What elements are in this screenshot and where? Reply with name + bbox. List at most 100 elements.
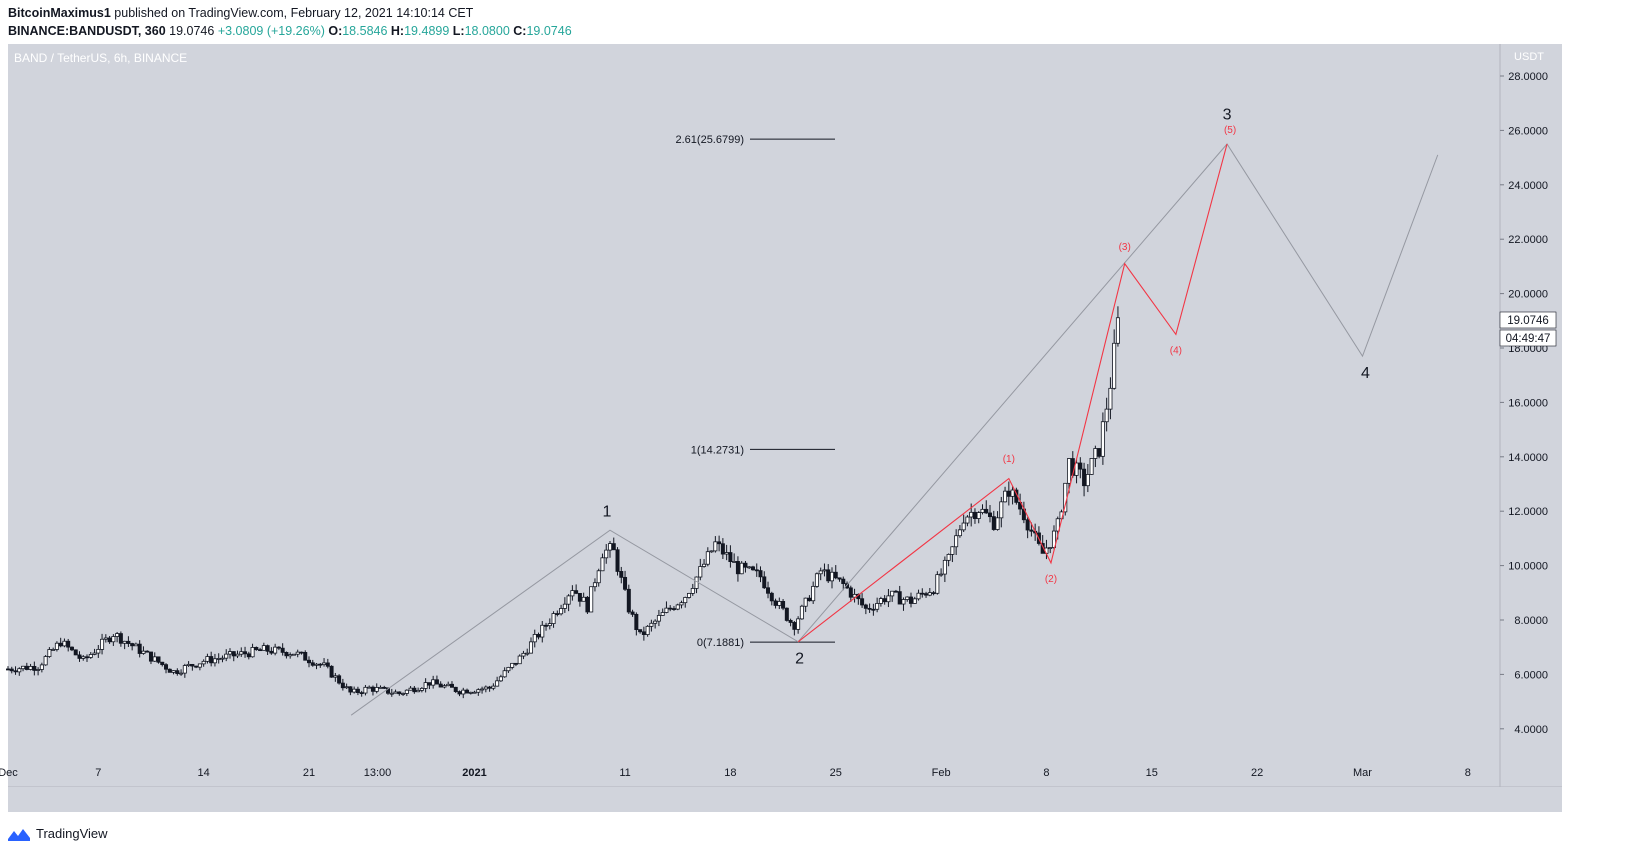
candle-body	[814, 573, 819, 587]
candle-body	[363, 686, 368, 694]
candle-body	[261, 645, 266, 651]
candle-body	[619, 571, 624, 578]
candle-body	[130, 643, 135, 647]
candle-body	[246, 653, 251, 658]
candle-body	[886, 595, 891, 603]
candle-body	[491, 685, 496, 689]
candle-body	[1048, 547, 1053, 549]
candle-body	[295, 651, 300, 655]
candle-body	[683, 597, 688, 604]
candle-body	[427, 682, 432, 686]
candle-body	[540, 624, 545, 638]
candle-body	[1108, 387, 1113, 410]
candle-body	[250, 647, 255, 658]
candle-body	[626, 588, 631, 613]
candle-body	[355, 688, 360, 694]
candle-body	[525, 652, 530, 655]
candle-body	[671, 608, 676, 610]
publish-info: published on TradingView.com, February 1…	[114, 6, 474, 20]
price-tick-label: 16.0000	[1508, 397, 1548, 409]
candle-body	[367, 686, 372, 689]
candle-body	[811, 585, 816, 602]
candle-body	[495, 680, 500, 687]
fib-level-label: 0(7.1881)	[697, 637, 744, 649]
candle-body	[359, 692, 364, 695]
candle-body	[608, 543, 613, 551]
last-price: 19.0746	[169, 24, 215, 38]
candle-body	[769, 592, 774, 602]
time-axis-panel[interactable]	[8, 787, 1562, 812]
candle-body	[513, 662, 518, 665]
candle-body	[449, 683, 454, 688]
candle-body	[1085, 474, 1090, 487]
high-label: H:	[390, 24, 405, 38]
candle-body	[352, 688, 357, 693]
candle-body	[220, 657, 225, 660]
candle-body	[190, 663, 195, 667]
countdown-tag-text: 04:49:47	[1506, 333, 1551, 345]
candle-body	[717, 541, 722, 545]
candle-body	[13, 670, 18, 673]
candle-body	[66, 640, 71, 648]
candle-body	[269, 650, 274, 654]
candle-body	[510, 662, 515, 668]
candle-body	[536, 634, 541, 638]
candle-body	[32, 666, 37, 671]
candle-body	[596, 570, 601, 584]
candle-body	[212, 658, 217, 664]
candle-body	[156, 656, 161, 663]
time-tick-label: 15	[1146, 767, 1158, 779]
candle-body	[653, 620, 658, 624]
fib-level-label: 1(14.2731)	[691, 444, 744, 456]
countdown-tag: 04:49:47	[1499, 329, 1557, 347]
candle-body	[167, 668, 172, 673]
time-tick-label: Dec	[0, 767, 18, 779]
time-axis: Dec 7 14 21 13:00 2021 11 18 25 Feb 8 15 22 Mar 8	[0, 767, 1471, 779]
candle-body	[1003, 490, 1008, 503]
candle-body	[145, 650, 150, 653]
plot-area[interactable]	[8, 44, 1500, 787]
candle-body	[521, 652, 526, 657]
candle-body	[1067, 458, 1072, 484]
candle-body	[412, 687, 417, 693]
time-tick-label: 13:00	[364, 767, 392, 779]
candle-body	[709, 550, 714, 553]
change-value: +3.0809 (+19.26%)	[217, 24, 325, 38]
candle-body	[916, 592, 921, 600]
candle-body	[577, 592, 582, 602]
candle-body	[611, 543, 616, 551]
candle-body	[829, 571, 834, 582]
candle-body	[47, 649, 52, 657]
candle-body	[852, 593, 857, 598]
candle-body	[687, 593, 692, 598]
time-tick-label: Feb	[932, 767, 951, 779]
chart-title: BAND / TetherUS, 6h, BINANCE	[14, 51, 187, 65]
candle-body	[965, 516, 970, 524]
candle-body	[935, 574, 940, 594]
candle-body	[927, 592, 932, 596]
candle-body	[803, 597, 808, 607]
candle-body	[461, 689, 466, 695]
candle-body	[762, 576, 767, 589]
candle-body	[961, 522, 966, 531]
candle-body	[344, 686, 349, 689]
candle-body	[160, 661, 165, 666]
candle-body	[623, 576, 628, 590]
price-axis-panel[interactable]	[1500, 44, 1562, 787]
candle-body	[1078, 462, 1083, 470]
price-tick-label: 10.0000	[1508, 561, 1548, 573]
time-tick-label: 8	[1043, 767, 1049, 779]
candle-body	[201, 660, 206, 665]
candle-body	[946, 553, 951, 561]
candle-body	[502, 670, 507, 678]
candle-body	[265, 645, 270, 652]
candle-body	[972, 511, 977, 519]
author-name[interactable]: BitcoinMaximus1	[8, 6, 111, 20]
time-tick-label: Mar	[1353, 767, 1372, 779]
candle-body	[318, 663, 323, 666]
candle-body	[472, 691, 477, 694]
candle-body	[43, 656, 48, 666]
candle-body	[205, 656, 210, 662]
footer-brand[interactable]: TradingView	[8, 826, 108, 841]
